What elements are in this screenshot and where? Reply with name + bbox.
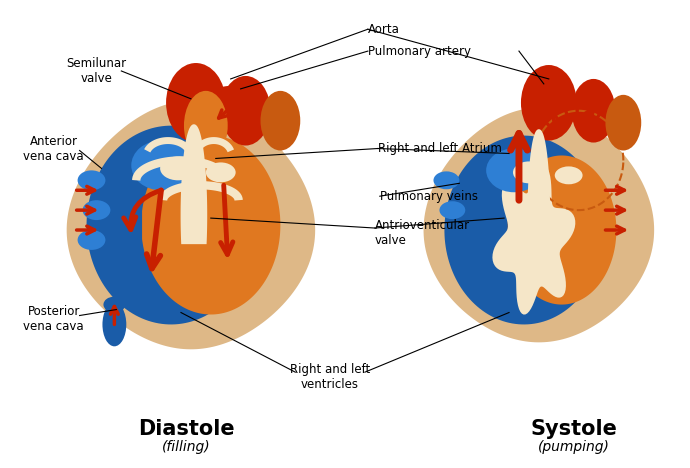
Ellipse shape [433,171,460,189]
Ellipse shape [77,170,106,190]
Polygon shape [424,108,654,343]
Text: Systole: Systole [530,419,617,439]
Ellipse shape [486,148,542,192]
Polygon shape [193,86,268,125]
Ellipse shape [521,65,577,140]
Ellipse shape [261,91,300,151]
Polygon shape [182,126,206,243]
Polygon shape [67,101,315,349]
Ellipse shape [206,162,236,183]
Ellipse shape [131,140,191,190]
Ellipse shape [605,95,641,151]
Ellipse shape [160,156,196,180]
Ellipse shape [513,161,545,183]
Text: Antrioventicular
valve: Antrioventicular valve [375,219,470,247]
Ellipse shape [102,303,126,346]
Text: Anterior
vena cava: Anterior vena cava [23,134,84,162]
Ellipse shape [77,230,106,250]
Ellipse shape [104,297,126,313]
Text: Aorta: Aorta [368,23,400,36]
Text: (filling): (filling) [161,440,210,454]
Text: Right and left
ventricles: Right and left ventricles [290,363,371,391]
Ellipse shape [440,201,465,219]
Ellipse shape [83,200,110,220]
Polygon shape [508,155,616,305]
Polygon shape [529,131,549,241]
Ellipse shape [221,76,270,146]
Text: Pulmonary veins: Pulmonary veins [380,190,477,203]
Text: Pulmonary artery: Pulmonary artery [368,44,471,58]
Polygon shape [493,165,575,314]
Text: (pumping): (pumping) [538,440,609,454]
Text: Posterior
vena cava: Posterior vena cava [23,306,84,334]
Ellipse shape [555,167,582,184]
Ellipse shape [571,79,615,143]
Polygon shape [86,125,255,324]
Ellipse shape [184,91,228,161]
Polygon shape [142,136,280,314]
Text: Diastole: Diastole [137,419,235,439]
Polygon shape [444,136,602,324]
Ellipse shape [166,63,226,143]
Text: Right and left Atrium: Right and left Atrium [378,142,502,155]
Text: Semilunar
valve: Semilunar valve [66,57,126,85]
